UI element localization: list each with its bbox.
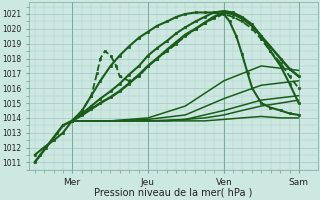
X-axis label: Pression niveau de la mer( hPa ): Pression niveau de la mer( hPa ) <box>94 188 252 198</box>
